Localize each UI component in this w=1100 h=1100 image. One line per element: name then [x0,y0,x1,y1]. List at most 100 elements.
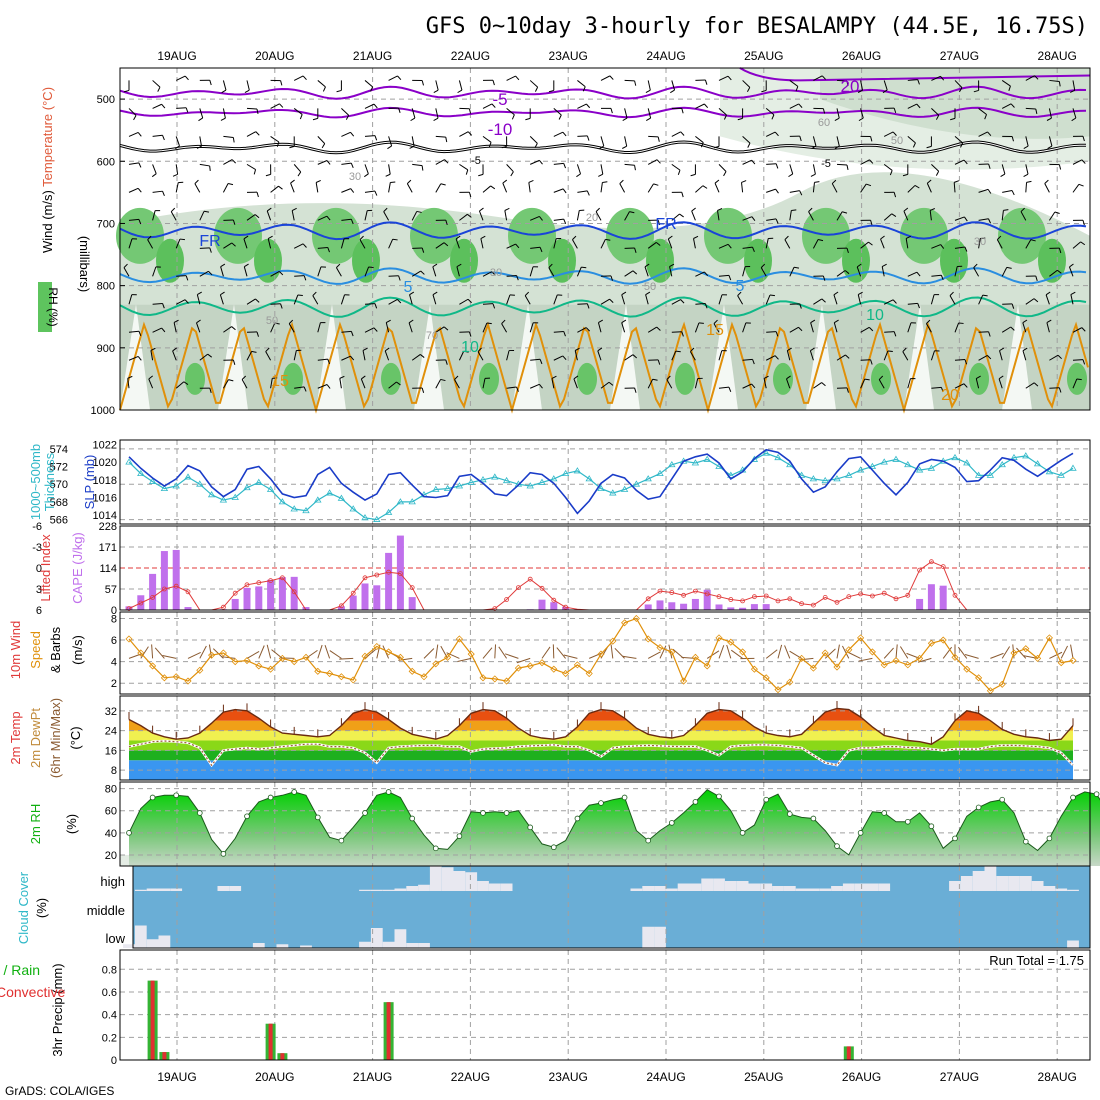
wind-barb-flag [821,298,826,303]
wind-barb-flag [691,207,696,212]
wind-barb-flag [467,298,472,304]
wind-barb [456,266,460,277]
cape-bar [538,599,546,610]
thickness-point [609,489,617,496]
rh-blob [744,238,772,283]
cape-bar [243,587,251,610]
wind-barb [196,294,201,305]
wind-barb-flag [157,86,161,92]
rh-point [456,833,463,839]
wind-barb [931,164,940,172]
wind-barb [293,108,303,115]
lifted-index-point [563,604,568,610]
wind-speed-point [904,661,912,669]
wind-barb [341,108,350,116]
wind-barb-flag [278,185,283,190]
wind-barb-flag [209,165,211,171]
wind-speed-point [597,650,605,658]
wind-speed-point [349,676,357,684]
wind-barb-flag [548,89,554,93]
thickness-point [986,471,995,478]
wind-barb-flag [539,216,543,221]
cape-bar [562,606,570,610]
wind-barb [148,378,154,389]
precip-3hr-panel: 0.8 0.6 0.4 0.2 0 Run Total = 1.75 3hr Precip … [0,949,1091,1067]
lifted-index-point [905,592,911,598]
wind-barb-flag [597,347,603,352]
wind-barb [147,239,154,249]
wind-barb-flag [322,86,326,92]
thickness-point [302,506,310,514]
wind-barb-flag [1023,173,1029,177]
wind-barb-flag [197,291,202,296]
wind-barb-flag [326,384,331,389]
cloud-bar [842,883,855,891]
wind-barb [362,350,366,361]
wind-barb [880,238,885,249]
wind-barb [335,267,342,277]
wind-barb-flag [172,173,178,177]
wind-speed-point [562,669,570,678]
wind-barb-flag [857,89,863,93]
wind-barb [1072,159,1083,165]
cloud-bar [701,878,714,891]
wind-barb-flag [728,386,732,393]
wind-barb-flag [891,213,897,217]
wind-barb-flag [227,183,234,186]
axis-label-part: CAPE (J/kg) [70,532,85,604]
wind-barb-flag [769,294,775,297]
wind-barb [170,211,177,221]
wind-barb-flag [751,383,756,389]
wind-barb-flag [846,247,849,254]
wind-barb-flag [810,319,816,324]
wind-barb [742,383,752,389]
wind-barb [671,213,680,221]
wind-barb-flag [787,347,792,351]
wind-barb-flag [713,319,718,324]
wind-barb-flag [162,303,165,309]
cloud-bar [630,888,643,891]
wind-barb [990,652,1004,659]
wind-barb [954,80,963,88]
wind-barb-flag [964,216,968,222]
rh-point [692,799,699,805]
cloud-cover-panel: high middle low Cloud Cover (%) [16,865,1091,949]
wind-barb [1049,269,1058,277]
wind-barb-flag [982,294,988,297]
wind-barb [291,210,295,221]
wind-barb-flag [799,190,803,196]
wind-barbs [123,75,1086,394]
wind-barb-flag [973,89,979,93]
rh-point [834,843,840,849]
wind-barb-flag [746,87,751,93]
wind-barb [905,238,909,249]
wind-barb [502,182,508,193]
wind-barb-flag [632,354,638,359]
wind-barb [576,210,580,221]
wind-barb-flag [693,235,699,239]
wind-barb-flag [586,303,590,309]
wind-barb-flag [172,347,177,352]
wind-barb [671,131,681,137]
contour-label: 50 [266,315,278,327]
wind-barb-flag [870,136,873,142]
panel-frame [119,67,1091,411]
wind-barb [364,190,375,193]
wind-barb-flag [170,207,176,213]
rh-tick: 20 [105,850,117,862]
wind-barb [1044,183,1050,193]
wind-barb-flag [558,114,562,120]
wind-barb-flag [370,86,374,92]
wind-barb [152,266,157,277]
wind-barb-flag [124,89,130,93]
rh-point [1023,838,1029,845]
cape-bar [644,604,652,610]
wind-barb-flag [644,263,650,268]
thickness-point [408,498,416,505]
wind-barb-flag [138,331,142,337]
slp-tick: 1014 [93,510,117,522]
wind-barb-flag [138,162,142,168]
date-tick: 23AUG [549,1070,588,1084]
wind-barb [411,354,421,361]
wind-barb [1072,327,1083,333]
